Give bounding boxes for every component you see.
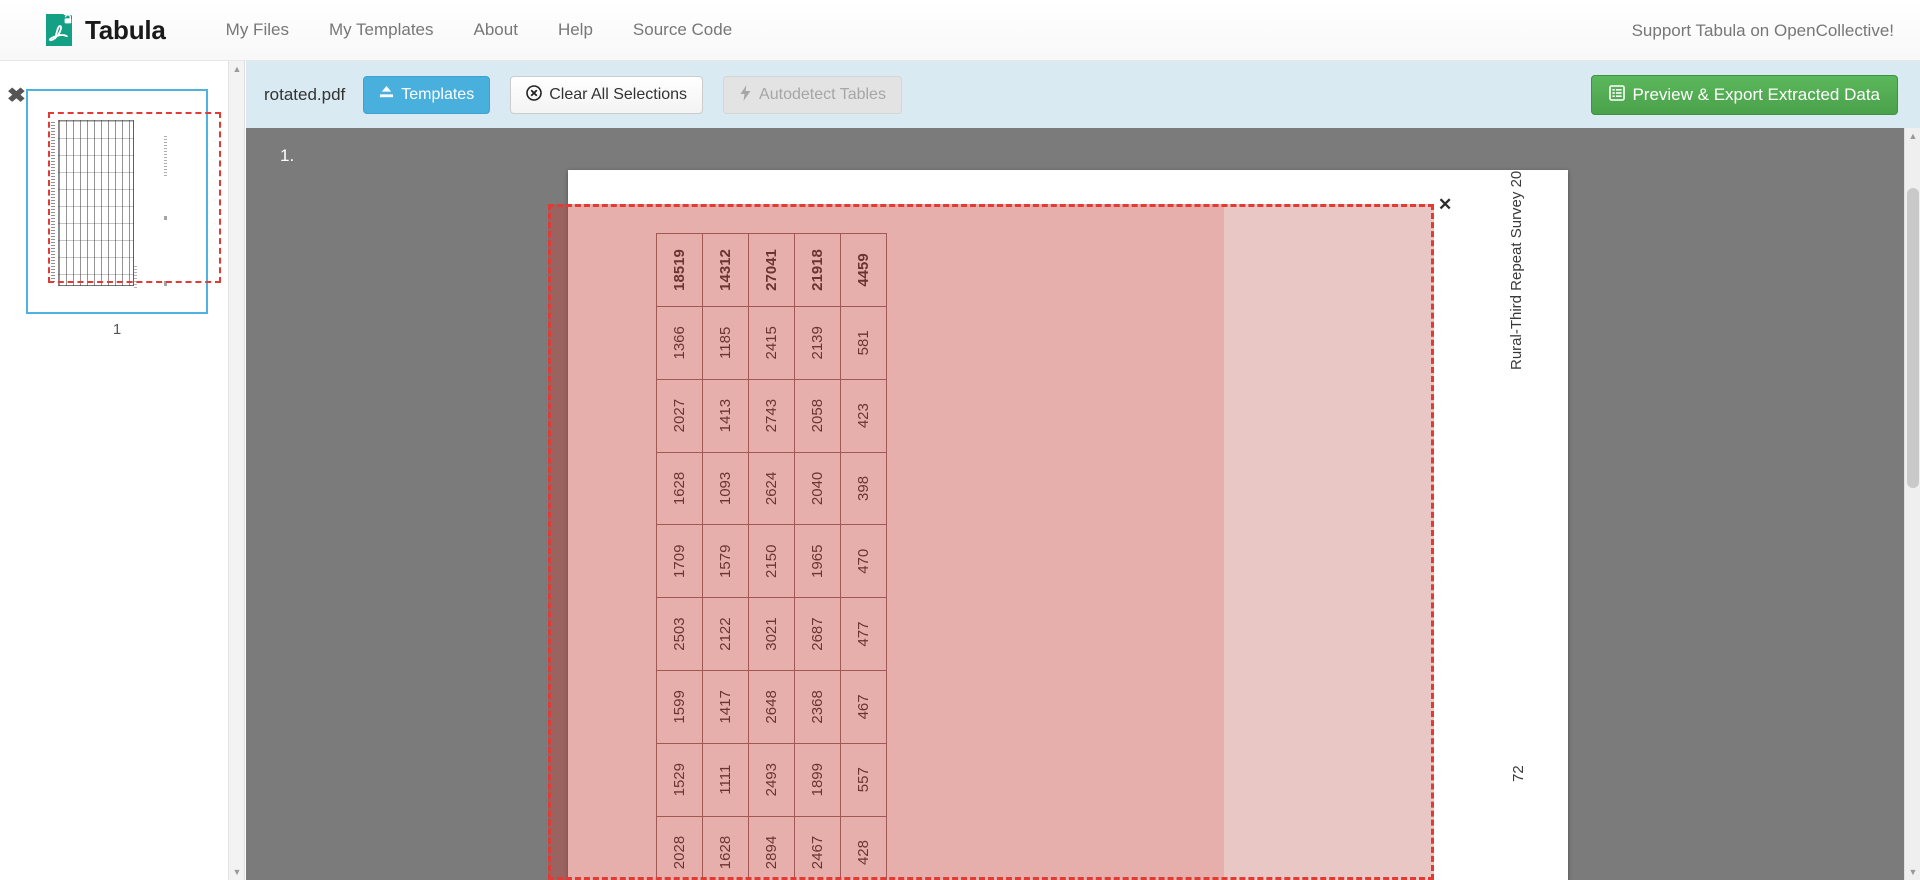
table-selection-rect[interactable]	[548, 204, 1434, 880]
selection-close-icon[interactable]: ✕	[1438, 195, 1453, 214]
nav-link-source-code[interactable]: Source Code	[632, 20, 733, 39]
autodetect-tables-label: Autodetect Tables	[759, 85, 886, 103]
tabula-logo-icon	[44, 13, 74, 47]
nav-link-my-files[interactable]: My Files	[225, 20, 289, 39]
thumbnail-page-canvas	[36, 98, 200, 307]
table-list-icon	[1609, 85, 1626, 104]
thumbnail-page-label: 1	[112, 321, 122, 338]
page-thumbnail-sidebar: ✖ 1 ▲ ▼	[0, 61, 245, 880]
page-index-label: 1.	[280, 146, 295, 165]
thumbnail-side-caption	[164, 136, 167, 178]
nav-link-help[interactable]: Help	[557, 20, 593, 39]
templates-button-label: Templates	[401, 85, 475, 103]
pdf-page-canvas[interactable]: Fasting Blood Sugar (No. of adults: 2011…	[568, 170, 1568, 880]
templates-icon	[379, 85, 394, 104]
templates-button[interactable]: Templates	[363, 75, 491, 114]
clear-all-selections-button[interactable]: Clear All Selections	[510, 75, 704, 114]
thumbnail-table-preview	[58, 120, 134, 286]
thumbnail-selection-rect[interactable]	[48, 112, 221, 283]
scroll-down-icon[interactable]: ▼	[232, 867, 242, 877]
preview-export-label: Preview & Export Extracted Data	[1632, 84, 1880, 104]
thumbnail-item[interactable]: 1	[26, 89, 221, 338]
preview-export-button[interactable]: Preview & Export Extracted Data	[1591, 74, 1898, 115]
viewer-scroll-thumb[interactable]	[1907, 188, 1919, 488]
thumbnail-vertical-title	[51, 122, 55, 284]
pdf-viewer[interactable]: 1. Fasting Blood Sugar (No. of adults: 2…	[246, 128, 1920, 880]
viewer-scroll-up-icon[interactable]: ▲	[1908, 131, 1918, 141]
document-toolbar: rotated.pdf Templates Clear All Selectio…	[246, 61, 1920, 128]
autodetect-tables-button[interactable]: Autodetect Tables	[723, 75, 902, 114]
brand[interactable]: Tabula	[44, 13, 166, 47]
viewer-scroll-down-icon[interactable]: ▼	[1908, 867, 1918, 877]
viewer-scrollbar[interactable]: ▲ ▼	[1904, 128, 1920, 880]
sidebar-scrollbar[interactable]: ▲ ▼	[228, 61, 244, 880]
navbar-right: Support Tabula on OpenCollective!	[1632, 0, 1894, 61]
brand-name: Tabula	[85, 14, 166, 45]
scroll-up-icon[interactable]: ▲	[232, 64, 242, 74]
top-navbar: Tabula My Files My Templates About Help …	[0, 0, 1920, 61]
clear-circle-x-icon	[526, 84, 543, 105]
clear-all-selections-label: Clear All Selections	[549, 85, 688, 103]
thumbnail-mark	[164, 216, 167, 220]
lightning-bolt-icon	[739, 84, 752, 105]
nav-links: My Files My Templates About Help Source …	[206, 12, 752, 48]
support-opencollective-link[interactable]: Support Tabula on OpenCollective!	[1631, 20, 1894, 40]
file-name-label: rotated.pdf	[264, 84, 346, 104]
page-side-caption: Rural-Third Repeat Survey 2011-12	[1508, 170, 1525, 370]
thumbnail-page-number	[164, 281, 167, 286]
nav-link-about[interactable]: About	[473, 20, 518, 39]
pdf-page-number: 72	[1510, 765, 1527, 782]
thumbnail-footnote	[134, 266, 137, 288]
page-thumbnail-1[interactable]	[26, 89, 221, 314]
close-icon[interactable]: ✖	[6, 85, 27, 107]
nav-link-my-templates[interactable]: My Templates	[328, 20, 434, 39]
